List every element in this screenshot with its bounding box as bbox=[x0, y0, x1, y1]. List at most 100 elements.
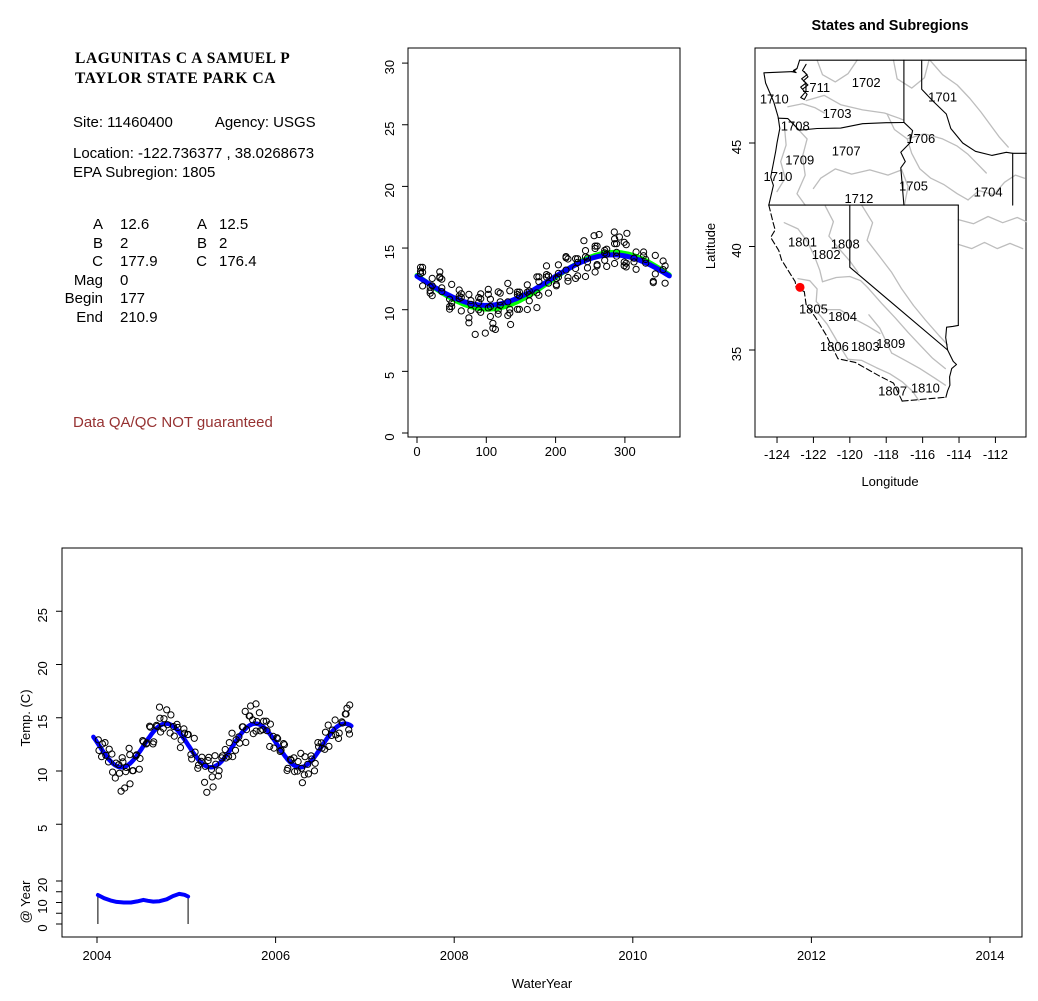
x-tick-label: 2006 bbox=[261, 948, 290, 963]
state-border bbox=[777, 117, 905, 131]
scatter-point bbox=[661, 279, 669, 287]
state-border bbox=[791, 67, 798, 74]
scatter-point bbox=[467, 297, 475, 305]
scatter-point bbox=[139, 738, 147, 746]
scatter-point bbox=[332, 731, 340, 739]
station-title: LAGUNITAS C A SAMUEL P TAYLOR STATE PARK… bbox=[75, 49, 290, 89]
x-tick-label: 2012 bbox=[797, 948, 826, 963]
scatter-point bbox=[98, 753, 106, 761]
scatter-point bbox=[207, 765, 216, 773]
subregion-label: 1710 bbox=[763, 169, 792, 184]
scatter-point bbox=[554, 273, 562, 281]
param-value: 2 bbox=[120, 234, 129, 252]
scatter-point bbox=[163, 721, 172, 729]
plot-frame bbox=[61, 547, 1023, 938]
scatter-point bbox=[572, 255, 580, 263]
scatter-point bbox=[574, 272, 582, 280]
scatter-point bbox=[428, 292, 436, 300]
epa-subregion-line: EPA Subregion: 1805 bbox=[73, 164, 216, 181]
scatter-point bbox=[455, 286, 463, 294]
subregion-label: 1709 bbox=[785, 153, 814, 168]
y-tick-label: 10 bbox=[385, 306, 397, 320]
scatter-point bbox=[613, 248, 621, 256]
scatter-point bbox=[486, 295, 495, 303]
scatter-point bbox=[345, 726, 353, 734]
subregion-label: 1807 bbox=[878, 383, 907, 398]
site-agency-line: Site: 11460400 Agency: USGS bbox=[73, 114, 316, 131]
scatter-point bbox=[280, 741, 288, 749]
subregion-label: 1712 bbox=[844, 191, 873, 206]
scatter-point bbox=[188, 755, 196, 763]
scatter-point bbox=[533, 273, 541, 281]
scatter-point bbox=[465, 290, 473, 298]
scatter-point bbox=[611, 240, 619, 248]
scatter-point bbox=[228, 729, 236, 737]
scatter-point bbox=[438, 288, 446, 296]
scatter-point bbox=[535, 278, 543, 286]
scatter-point bbox=[94, 736, 102, 744]
scatter-point bbox=[126, 780, 134, 788]
subregion-label: 1810 bbox=[911, 380, 940, 395]
seasonal-scatter-plot: 0 100 200 300 0 5 10 15 20 25 30 bbox=[385, 47, 681, 459]
scatter-point bbox=[535, 273, 543, 281]
scatter-point bbox=[194, 761, 203, 769]
location-line: Location: -122.736377 , 38.0268673 bbox=[73, 145, 315, 162]
y-axis-label: Temp. (C) bbox=[18, 689, 33, 746]
scatter-point bbox=[255, 709, 263, 717]
scatter-point bbox=[477, 290, 485, 298]
scatter-point bbox=[246, 712, 254, 720]
scatter-point bbox=[105, 745, 113, 753]
annual-summary-curve bbox=[95, 891, 191, 905]
qaqc-warning: Data QA/QC NOT guaranteed bbox=[73, 414, 273, 431]
scatter-point bbox=[111, 774, 119, 782]
scatter-point bbox=[119, 758, 127, 766]
scatter-point bbox=[649, 277, 657, 285]
param-label-2: C bbox=[196, 253, 207, 271]
fit-curve-blue bbox=[414, 252, 672, 308]
scatter-point bbox=[152, 721, 161, 729]
scatter-point bbox=[640, 248, 648, 256]
scatter-point bbox=[136, 754, 144, 763]
subregion-label: 1704 bbox=[974, 185, 1003, 200]
y-tick-label: 15 bbox=[35, 715, 50, 729]
scatter-point bbox=[194, 764, 202, 772]
scatter-point bbox=[155, 703, 164, 711]
y-tick-label: 40 bbox=[729, 243, 744, 257]
scatter-point bbox=[603, 250, 611, 258]
y-axis-label: Latitude bbox=[703, 223, 718, 269]
scatter-point bbox=[287, 756, 295, 764]
scatter-point bbox=[591, 268, 599, 276]
subregion-border bbox=[783, 222, 824, 283]
subregion-label: 1705 bbox=[899, 178, 928, 193]
scatter-point bbox=[632, 248, 640, 256]
scatter-point bbox=[552, 280, 560, 289]
scatter-point bbox=[448, 280, 456, 288]
scatter-point bbox=[146, 722, 154, 730]
scatter-point bbox=[601, 246, 609, 254]
scatter-point bbox=[542, 262, 551, 270]
scatter-point bbox=[274, 735, 282, 743]
scatter-point bbox=[419, 268, 427, 276]
scatter-point bbox=[176, 744, 184, 752]
subregion-label: 1806 bbox=[820, 339, 849, 354]
scatter-point bbox=[339, 719, 347, 727]
fit-curve-blue bbox=[91, 721, 354, 770]
scatter-point bbox=[613, 240, 621, 248]
subregion-border bbox=[790, 121, 808, 206]
state-border bbox=[945, 324, 959, 398]
scatter-point bbox=[484, 285, 492, 293]
scatter-point bbox=[595, 230, 603, 239]
subregion-label: 1711 bbox=[802, 80, 830, 95]
subregion-border bbox=[787, 103, 825, 114]
y-tick-label: 10 bbox=[35, 768, 50, 782]
scatter-point bbox=[260, 717, 268, 725]
scatter-point bbox=[494, 310, 502, 318]
scatter-point bbox=[273, 734, 281, 742]
scatter-point bbox=[533, 304, 541, 312]
scatter-point bbox=[438, 284, 446, 292]
scatter-point bbox=[562, 266, 570, 274]
param-label: C bbox=[92, 253, 103, 271]
param-value-2: 176.4 bbox=[219, 253, 257, 271]
scatter-point bbox=[146, 723, 154, 731]
x-axis-label: Longitude bbox=[861, 474, 918, 489]
